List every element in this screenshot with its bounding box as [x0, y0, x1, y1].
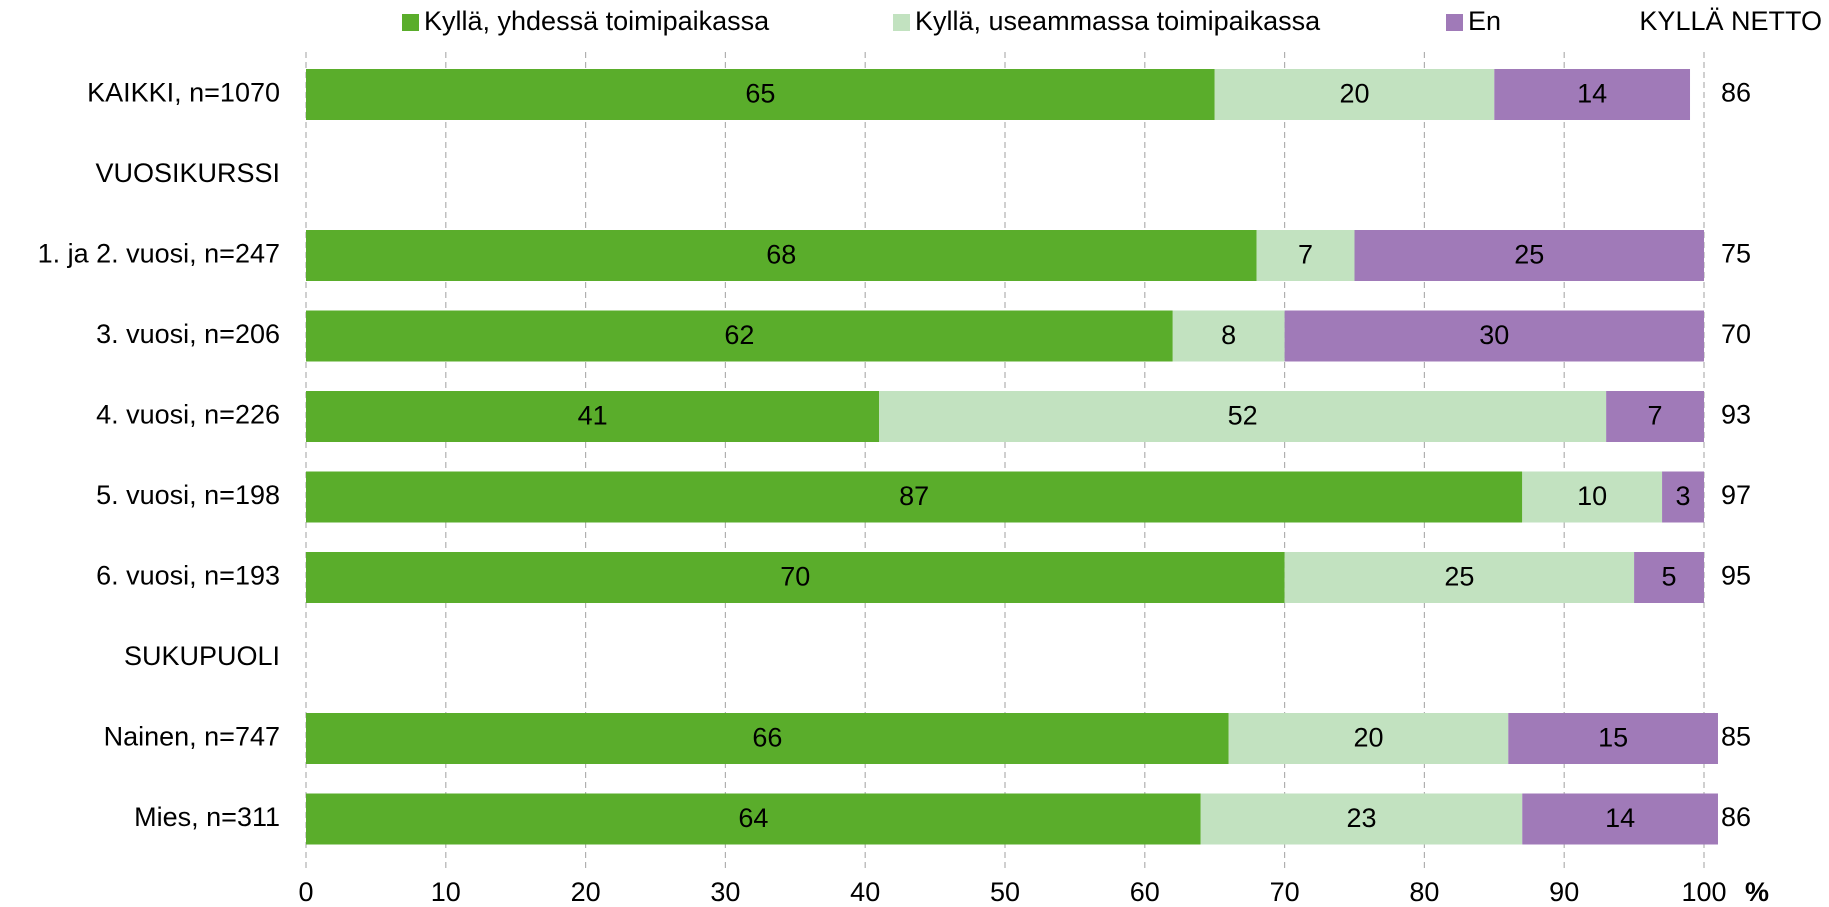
data-label: 10 [1577, 481, 1607, 511]
y-tick-label: 6. vuosi, n=193 [96, 561, 280, 591]
data-label: 25 [1444, 562, 1474, 592]
data-label: 66 [752, 723, 782, 753]
data-label: 65 [745, 79, 775, 109]
x-tick-label: 80 [1409, 877, 1439, 907]
bar-segment [1634, 552, 1704, 603]
bar-segment [306, 471, 1523, 523]
bar-segment [1284, 310, 1704, 362]
bar-segment [1200, 793, 1523, 845]
net-value: 86 [1721, 802, 1751, 832]
y-tick-label: 4. vuosi, n=226 [96, 400, 280, 430]
x-tick-label: 90 [1549, 877, 1579, 907]
data-label: 70 [780, 562, 810, 592]
data-label: 30 [1479, 320, 1509, 350]
y-tick-label: 1. ja 2. vuosi, n=247 [38, 239, 280, 269]
bar-segment [1214, 69, 1495, 120]
y-tick-label: SUKUPUOLI [124, 641, 280, 671]
x-tick-label: 60 [1130, 877, 1160, 907]
y-tick-label: KAIKKI, n=1070 [87, 78, 280, 108]
data-label: 52 [1228, 401, 1258, 431]
net-title: KYLLÄ NETTO [1639, 6, 1822, 36]
bar-segment [306, 713, 1229, 764]
legend-swatch [402, 14, 419, 31]
bar-segment [1662, 471, 1704, 523]
data-label: 87 [899, 481, 929, 511]
data-label: 20 [1353, 723, 1383, 753]
data-label: 68 [766, 240, 796, 270]
net-value: 93 [1721, 400, 1751, 430]
net-value: 75 [1721, 239, 1751, 269]
net-value: 97 [1721, 480, 1751, 510]
y-tick-label: 5. vuosi, n=198 [96, 480, 280, 510]
x-tick-label: 30 [710, 877, 740, 907]
net-value: 86 [1721, 78, 1751, 108]
x-tick-label: 0 [298, 877, 313, 907]
legend-label: En [1468, 6, 1501, 36]
data-label: 41 [578, 401, 608, 431]
bar-segment [1522, 793, 1718, 845]
data-label: 7 [1648, 401, 1663, 431]
x-tick-label: 20 [571, 877, 601, 907]
bar-segment [879, 391, 1607, 442]
x-tick-label: 100 [1681, 877, 1726, 907]
legend-label: Kyllä, useammassa toimipaikassa [915, 6, 1321, 36]
legend-swatch [893, 14, 910, 31]
bar-segment [1284, 552, 1635, 603]
bar-segment [306, 230, 1257, 281]
bar-segment [1256, 230, 1355, 281]
y-tick-label: Nainen, n=747 [104, 722, 280, 752]
y-tick-label: VUOSIKURSSI [95, 158, 280, 188]
bar-segment [1354, 230, 1704, 281]
y-tick-label: Mies, n=311 [134, 802, 280, 832]
data-label: 14 [1577, 79, 1607, 109]
net-value: 85 [1721, 722, 1751, 752]
bar-segment [1494, 69, 1691, 120]
bar-segment [1522, 471, 1663, 523]
data-label: 20 [1339, 79, 1369, 109]
x-tick-label: 10 [431, 877, 461, 907]
legend-label: Kyllä, yhdessä toimipaikassa [424, 6, 770, 36]
data-label: 25 [1514, 240, 1544, 270]
bar-segment [306, 310, 1173, 362]
data-label: 8 [1221, 320, 1236, 350]
bar-segment [1228, 713, 1509, 764]
data-label: 23 [1346, 803, 1376, 833]
net-value: 70 [1721, 319, 1751, 349]
data-label: 62 [724, 320, 754, 350]
bar-segment [306, 793, 1201, 845]
x-axis-label: % [1745, 877, 1769, 907]
x-tick-label: 70 [1270, 877, 1300, 907]
bar-segment [1606, 391, 1704, 442]
bar-segment [306, 69, 1215, 120]
y-tick-label: 3. vuosi, n=206 [96, 319, 280, 349]
x-tick-label: 50 [990, 877, 1020, 907]
data-label: 3 [1676, 481, 1691, 511]
data-label: 14 [1605, 803, 1635, 833]
data-label: 7 [1298, 240, 1313, 270]
data-label: 5 [1662, 562, 1677, 592]
net-value: 95 [1721, 561, 1751, 591]
bar-segment [306, 391, 880, 442]
legend-swatch [1446, 14, 1463, 31]
bar-segment [1172, 310, 1285, 362]
data-label: 15 [1598, 723, 1628, 753]
data-label: 64 [738, 803, 768, 833]
x-tick-label: 40 [850, 877, 880, 907]
bar-segment [1508, 713, 1718, 764]
bar-segment [306, 552, 1285, 603]
